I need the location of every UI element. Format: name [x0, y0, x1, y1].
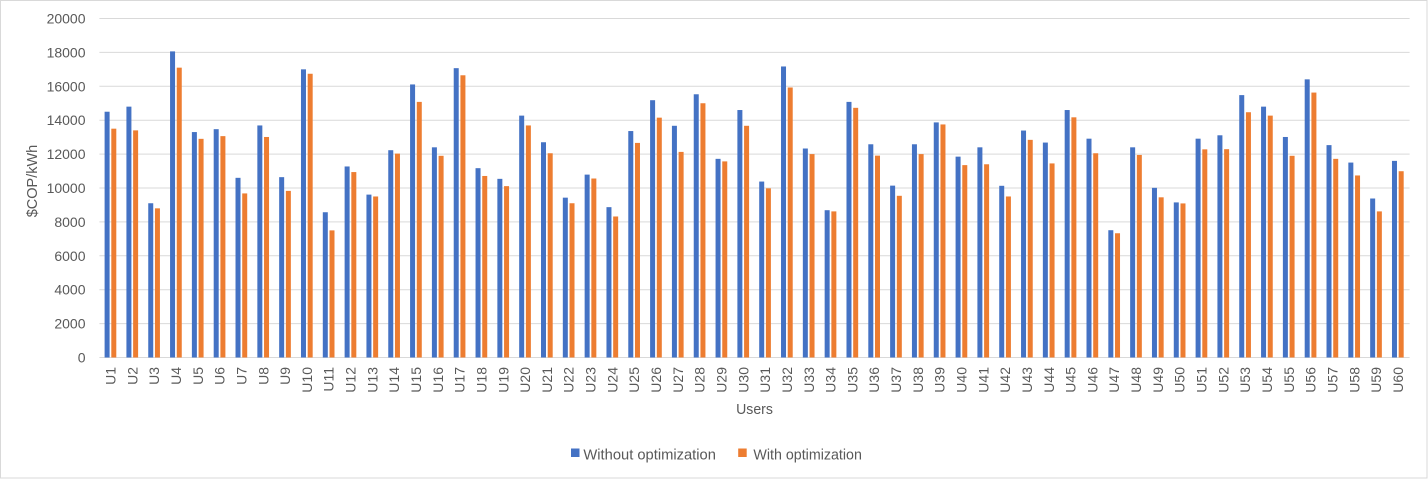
- svg-text:U6: U6: [212, 367, 228, 385]
- svg-text:U27: U27: [670, 367, 686, 393]
- svg-text:U4: U4: [168, 367, 184, 385]
- svg-text:4000: 4000: [54, 282, 85, 298]
- svg-text:U50: U50: [1172, 367, 1188, 393]
- svg-text:U46: U46: [1084, 367, 1100, 393]
- svg-text:U47: U47: [1106, 367, 1122, 393]
- svg-text:U13: U13: [364, 367, 380, 393]
- svg-text:U30: U30: [735, 367, 751, 393]
- svg-text:U28: U28: [692, 367, 708, 393]
- svg-text:U1: U1: [103, 367, 119, 385]
- svg-text:U22: U22: [561, 367, 577, 393]
- svg-text:Users: Users: [736, 401, 773, 418]
- svg-text:0: 0: [78, 350, 86, 366]
- svg-text:8000: 8000: [54, 214, 85, 230]
- svg-text:U19: U19: [495, 367, 511, 393]
- svg-text:U38: U38: [910, 367, 926, 393]
- svg-text:20000: 20000: [47, 11, 86, 27]
- svg-text:U39: U39: [932, 367, 948, 393]
- svg-text:U20: U20: [517, 367, 533, 393]
- svg-text:U31: U31: [757, 367, 773, 393]
- svg-text:U36: U36: [866, 367, 882, 393]
- svg-text:10000: 10000: [47, 180, 86, 196]
- svg-text:U37: U37: [888, 367, 904, 393]
- svg-text:U10: U10: [299, 367, 315, 393]
- svg-text:U12: U12: [343, 367, 359, 393]
- svg-text:U24: U24: [604, 367, 620, 393]
- svg-text:U58: U58: [1346, 367, 1362, 393]
- svg-text:$COP/kWh: $COP/kWh: [25, 145, 41, 218]
- svg-text:U8: U8: [255, 367, 271, 385]
- svg-text:U7: U7: [233, 367, 249, 385]
- svg-text:U49: U49: [1150, 367, 1166, 393]
- svg-text:12000: 12000: [47, 146, 86, 162]
- svg-text:U9: U9: [277, 367, 293, 385]
- svg-text:U59: U59: [1368, 367, 1384, 393]
- svg-text:U48: U48: [1128, 367, 1144, 393]
- svg-text:U40: U40: [953, 367, 969, 393]
- svg-text:U45: U45: [1063, 367, 1079, 393]
- svg-text:2000: 2000: [54, 316, 85, 332]
- svg-text:U56: U56: [1303, 367, 1319, 393]
- svg-text:U11: U11: [321, 367, 337, 392]
- svg-text:U35: U35: [844, 367, 860, 393]
- svg-text:With optimization: With optimization: [753, 447, 862, 463]
- svg-text:Without optimization: Without optimization: [583, 447, 716, 463]
- svg-text:U41: U41: [975, 367, 991, 393]
- svg-text:U16: U16: [430, 367, 446, 393]
- svg-text:U53: U53: [1237, 367, 1253, 393]
- svg-text:U17: U17: [452, 367, 468, 393]
- svg-text:U23: U23: [583, 367, 599, 393]
- svg-text:U34: U34: [823, 367, 839, 393]
- svg-text:U21: U21: [539, 367, 555, 393]
- svg-text:U26: U26: [648, 367, 664, 393]
- svg-text:U51: U51: [1194, 367, 1210, 393]
- svg-text:U44: U44: [1041, 367, 1057, 393]
- svg-text:U5: U5: [190, 367, 206, 385]
- svg-text:U55: U55: [1281, 367, 1297, 393]
- svg-text:U54: U54: [1259, 367, 1275, 393]
- svg-text:U33: U33: [801, 367, 817, 393]
- svg-text:18000: 18000: [47, 44, 86, 60]
- svg-text:U52: U52: [1215, 367, 1231, 393]
- svg-text:U29: U29: [713, 367, 729, 393]
- svg-text:U2: U2: [124, 367, 140, 385]
- svg-text:16000: 16000: [47, 78, 86, 94]
- svg-text:U32: U32: [779, 367, 795, 393]
- svg-text:U42: U42: [997, 367, 1013, 393]
- svg-text:14000: 14000: [47, 112, 86, 128]
- svg-text:U18: U18: [473, 367, 489, 393]
- svg-text:U3: U3: [146, 367, 162, 385]
- svg-text:U60: U60: [1390, 367, 1406, 393]
- svg-text:U14: U14: [386, 367, 402, 393]
- svg-text:6000: 6000: [54, 248, 85, 264]
- svg-text:U43: U43: [1019, 367, 1035, 393]
- svg-text:U57: U57: [1324, 367, 1340, 393]
- svg-text:U15: U15: [408, 367, 424, 393]
- svg-text:U25: U25: [626, 367, 642, 393]
